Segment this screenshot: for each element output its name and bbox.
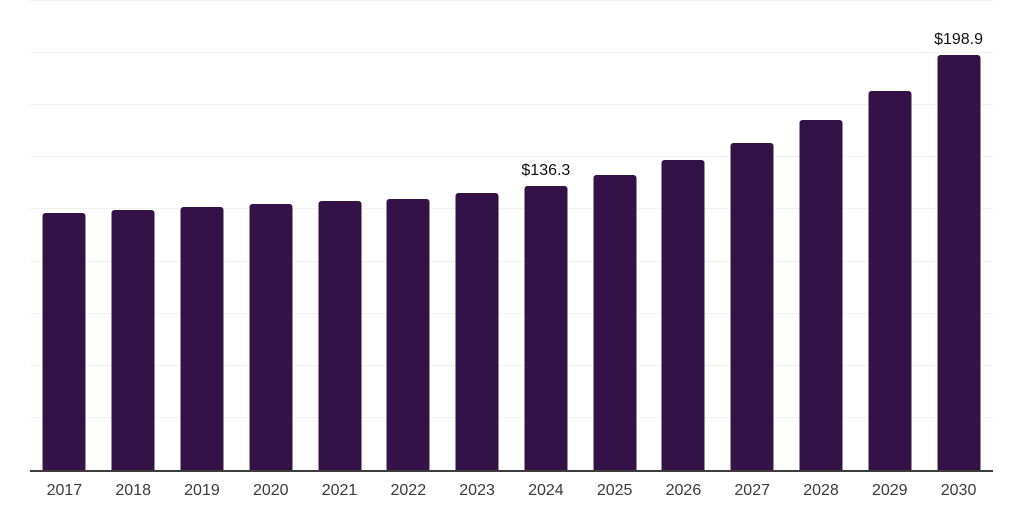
gridline-100	[30, 260, 993, 262]
x-axis-label-2030: 2030	[940, 482, 977, 499]
bar-2019	[180, 207, 224, 470]
bar-slot-2021	[305, 1, 374, 470]
bar-slot-2023	[443, 1, 512, 470]
x-axis-label-2026: 2026	[665, 482, 702, 499]
x-axis-label-2025: 2025	[596, 482, 633, 499]
bar-2029	[868, 91, 912, 470]
gridline-75	[30, 312, 993, 314]
bar-2030	[937, 55, 981, 470]
bar-value-label-2024: $136.3	[521, 161, 571, 179]
bar-slot-2029	[855, 1, 924, 470]
bar-slot-2018	[99, 1, 168, 470]
gridline-125	[30, 208, 993, 210]
bar-value-label-2030: $198.9	[934, 31, 984, 49]
bar-2017	[42, 212, 86, 470]
bars-container: $136.3 $198.9	[30, 1, 993, 470]
bar-2021	[318, 201, 362, 470]
bar-slot-2026	[649, 1, 718, 470]
bar-2027	[730, 142, 774, 470]
x-axis-label-2022: 2022	[390, 482, 427, 499]
x-axis-label-2024: 2024	[528, 482, 564, 499]
x-axis-label-2028: 2028	[803, 482, 839, 499]
plot-area: $136.3 $198.9	[30, 0, 993, 472]
bar-slot-2020	[236, 1, 305, 470]
x-axis-label-2021: 2021	[321, 482, 358, 499]
x-axis-label-2023: 2023	[459, 482, 495, 499]
x-axis-label-2018: 2018	[115, 482, 151, 499]
x-axis-label-2019: 2019	[184, 482, 220, 499]
bar-2020	[249, 204, 293, 470]
bar-2025	[593, 175, 637, 470]
gridline-200	[30, 52, 993, 54]
bar-slot-2017	[30, 1, 99, 470]
bar-slot-2028	[787, 1, 856, 470]
gridline-225	[30, 0, 993, 1]
x-axis-label-2017: 2017	[46, 482, 83, 499]
bar-slot-2027	[718, 1, 787, 470]
bar-slot-2022	[374, 1, 443, 470]
gridline-25	[30, 416, 993, 418]
x-axis-label-2029: 2029	[871, 482, 908, 499]
x-axis-label-2027: 2027	[734, 482, 770, 499]
bar-2018	[111, 210, 155, 470]
bar-2024	[524, 185, 568, 470]
x-axis-labels: 2017 2018 2019 2020 2021 2022 2023 2024 2025 2026…	[30, 481, 993, 500]
bar-slot-2025	[580, 1, 649, 470]
gridline-150	[30, 156, 993, 158]
x-axis-label-2020: 2020	[252, 482, 289, 499]
bar-2023	[455, 192, 499, 470]
bar-2028	[799, 119, 843, 470]
bar-slot-2024: $136.3	[511, 1, 580, 470]
bar-2026	[661, 160, 705, 470]
gridline-50	[30, 364, 993, 366]
gridline-175	[30, 104, 993, 106]
bar-slot-2030: $198.9	[924, 1, 993, 470]
bar-slot-2019	[168, 1, 237, 470]
bar-2022	[386, 199, 430, 470]
